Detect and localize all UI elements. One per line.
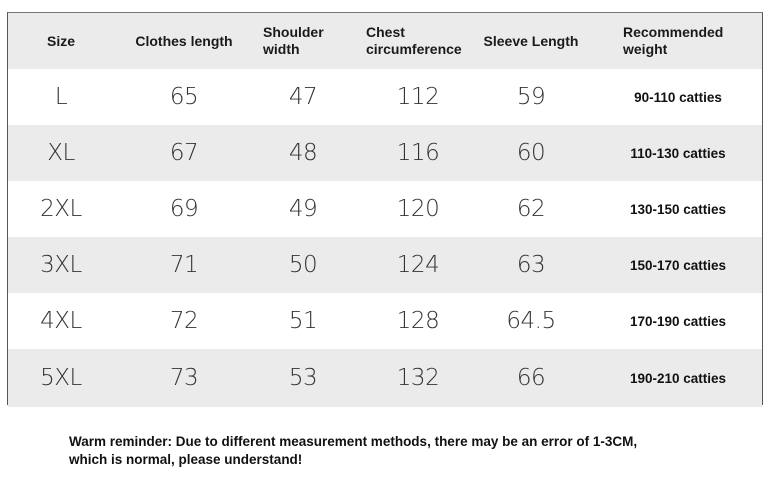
cell-size: 5XL [40, 365, 82, 391]
cell-sleeve-length: 64.5 [506, 308, 556, 334]
cell-sleeve-length: 63 [516, 252, 546, 278]
cell-chest-circumference: 112 [396, 84, 440, 110]
header-row: Size Clothes length Shoulder width Chest… [8, 13, 762, 69]
cell-recommended-weight: 110-130 catties [630, 145, 726, 161]
header-shoulder-width: Shoulder width [263, 24, 324, 57]
cell-clothes-length: 71 [169, 252, 199, 278]
warm-reminder-note: Warm reminder: Due to different measurem… [69, 433, 637, 469]
cell-clothes-length: 73 [169, 365, 199, 391]
cell-clothes-length: 69 [169, 196, 199, 222]
cell-sleeve-length: 60 [516, 140, 546, 166]
table-row: 5XL 73 53 132 66 190-210 catties [8, 349, 762, 407]
note-line-1: Warm reminder: Due to different measurem… [69, 434, 638, 449]
table-row: 2XL 69 49 120 62 130-150 catties [8, 181, 762, 237]
cell-chest-circumference: 128 [396, 308, 440, 334]
cell-size: 2XL [40, 196, 82, 222]
cell-clothes-length: 65 [169, 84, 199, 110]
cell-size: XL [47, 140, 75, 166]
header-size: Size [46, 32, 75, 49]
table-row: 4XL 72 51 128 64.5 170-190 catties [8, 293, 762, 349]
table-row: XL 67 48 116 60 110-130 catties [8, 125, 762, 181]
cell-recommended-weight: 150-170 catties [629, 257, 727, 273]
cell-recommended-weight: 190-210 catties [629, 370, 727, 386]
note-line-2: which is normal, please understand! [69, 452, 303, 467]
cell-shoulder-width: 51 [288, 308, 318, 334]
cell-recommended-weight: 170-190 catties [629, 313, 727, 329]
table-row: 3XL 71 50 124 63 150-170 catties [8, 237, 762, 293]
cell-size: 4XL [40, 308, 82, 334]
cell-recommended-weight: 130-150 catties [629, 201, 727, 217]
cell-size: L [54, 84, 68, 110]
cell-clothes-length: 72 [169, 308, 199, 334]
cell-size: 3XL [40, 252, 82, 278]
cell-sleeve-length: 66 [516, 365, 546, 391]
cell-chest-circumference: 120 [396, 196, 440, 222]
cell-chest-circumference: 132 [396, 365, 440, 391]
cell-shoulder-width: 48 [288, 140, 318, 166]
cell-sleeve-length: 59 [516, 84, 546, 110]
cell-chest-circumference: 116 [396, 140, 440, 166]
cell-clothes-length: 67 [169, 140, 199, 166]
cell-shoulder-width: 47 [288, 84, 318, 110]
header-recommended-weight: Recommended weight [623, 24, 724, 57]
cell-sleeve-length: 62 [516, 196, 546, 222]
cell-chest-circumference: 124 [396, 252, 440, 278]
header-chest-circumference: Chest circumference [366, 24, 462, 57]
cell-shoulder-width: 49 [288, 196, 318, 222]
size-chart-table: Size Clothes length Shoulder width Chest… [7, 12, 763, 407]
header-clothes-length: Clothes length [135, 32, 233, 49]
cell-shoulder-width: 53 [288, 365, 318, 391]
cell-recommended-weight: 90-110 catties [634, 89, 722, 105]
header-sleeve-length: Sleeve Length [483, 32, 579, 49]
cell-shoulder-width: 50 [288, 252, 318, 278]
table-row: L 65 47 112 59 90-110 catties [8, 69, 762, 125]
